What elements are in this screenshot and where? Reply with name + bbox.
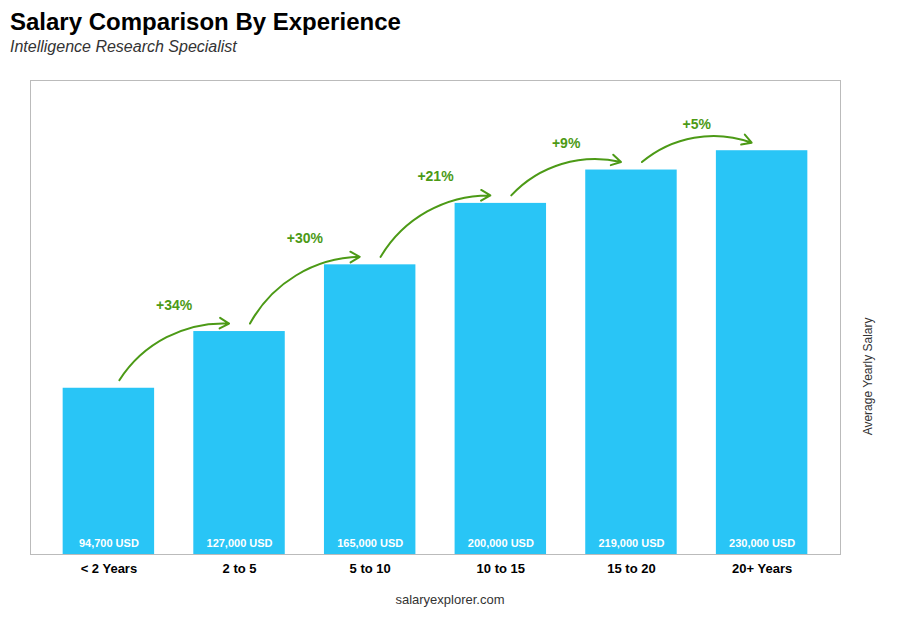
svg-text:10 to 15: 10 to 15 [477, 561, 525, 576]
svg-text:+34%: +34% [156, 297, 193, 313]
svg-text:200,000 USD: 200,000 USD [468, 537, 534, 549]
svg-text:< 2 Years: < 2 Years [81, 561, 138, 576]
html-text:Intelligence Research Speciali: Intelligence Research Specialist [10, 38, 237, 55]
svg-text:5 to 10: 5 to 10 [350, 561, 391, 576]
svg-text:94,700 USD: 94,700 USD [79, 537, 139, 549]
html-text:Salary Comparison By Experienc: Salary Comparison By Experience [10, 8, 401, 35]
svg-text:230,000 USD: 230,000 USD [729, 537, 795, 549]
svg-text:20+ Years: 20+ Years [732, 561, 792, 576]
svg-text:Average Yearly Salary: Average Yearly Salary [861, 318, 875, 436]
svg-text:+30%: +30% [287, 230, 324, 246]
svg-text:15 to 20: 15 to 20 [607, 561, 655, 576]
svg-text:165,000 USD: 165,000 USD [337, 537, 403, 549]
svg-text:+9%: +9% [552, 135, 581, 151]
svg-text:127,000 USD: 127,000 USD [207, 537, 273, 549]
svg-text:+5%: +5% [683, 116, 712, 132]
html-text:salaryexplorer.com: salaryexplorer.com [395, 592, 505, 607]
svg-text:2 to 5: 2 to 5 [223, 561, 257, 576]
svg-text:+21%: +21% [417, 168, 454, 184]
svg-text:219,000 USD: 219,000 USD [598, 537, 664, 549]
